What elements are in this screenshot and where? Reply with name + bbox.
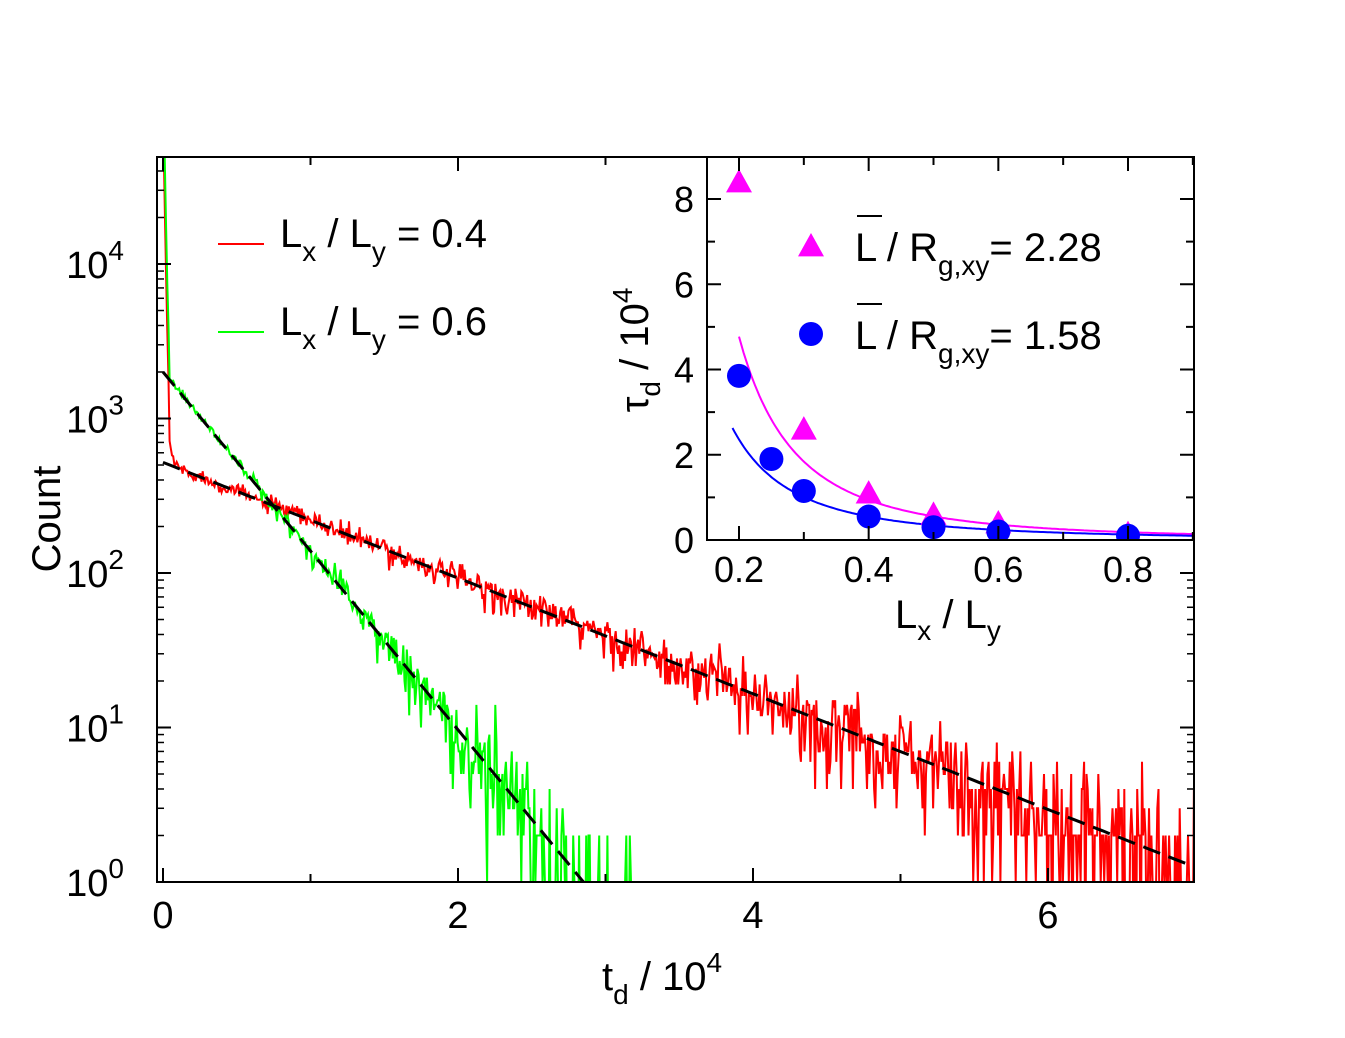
legend-sub-x: x xyxy=(302,236,316,267)
legend-sub-y: y xyxy=(372,236,386,267)
main-x-title-exp: 4 xyxy=(707,947,723,978)
inset-point-circle xyxy=(921,515,946,540)
legend-L: L xyxy=(855,314,876,358)
inset-x-axis-title: Lx / Ly xyxy=(895,593,1001,646)
main-series-red-line xyxy=(162,157,1194,882)
y-tick-exp: 2 xyxy=(108,544,124,575)
inset-y-tick-label: 6 xyxy=(674,264,694,305)
y-tick-base: 10 xyxy=(66,245,108,287)
legend-value: = 0.6 xyxy=(386,300,487,344)
inset-y-axis-title: τd / 104 xyxy=(607,288,666,413)
main-y-tick-label: 101 xyxy=(66,699,124,751)
y-tick-exp: 1 xyxy=(108,699,124,730)
legend-sub-x: x xyxy=(302,324,316,355)
inset-point-triangle xyxy=(855,480,882,504)
inset-y-title-e: 4 xyxy=(607,288,638,304)
inset-y-title-sa: d xyxy=(635,381,666,397)
inset-y-tick-label: 8 xyxy=(674,179,694,220)
inset-frame xyxy=(706,156,1195,541)
y-tick-base: 10 xyxy=(66,400,108,442)
legend-sub-y: y xyxy=(372,324,386,355)
inset-legend-marker-triangle xyxy=(798,233,824,257)
main-legend-label-1: Lx / Ly = 0.4 xyxy=(280,212,487,267)
legend-mid: / L xyxy=(316,212,372,256)
inset-x-tick-label: 0.2 xyxy=(714,549,764,590)
legend-R: / R xyxy=(876,226,938,270)
legend-L: L xyxy=(280,212,302,256)
inset-y-title-b: / 10 xyxy=(613,303,657,381)
inset-point-circle xyxy=(856,504,881,529)
inset-y-tick-label: 2 xyxy=(674,435,694,476)
inset-legend: L / Rg,xy= 2.28L / Rg,xy= 1.58 xyxy=(798,215,1102,369)
main-y-tick-label: 104 xyxy=(66,235,124,287)
main-x-axis-title: td / 104 xyxy=(602,947,722,1010)
inset-y-tick-label: 0 xyxy=(674,520,694,561)
inset-x-tick-label: 0.4 xyxy=(844,549,894,590)
y-tick-base: 10 xyxy=(66,863,108,905)
inset-x-tick-label: 0.8 xyxy=(1103,549,1153,590)
y-tick-base: 10 xyxy=(66,554,108,596)
main-fit-line-2 xyxy=(161,371,585,882)
inset-x-title-b: / L xyxy=(931,593,987,637)
legend-value: = 1.58 xyxy=(989,314,1101,358)
inset-x-tick-label: 0.6 xyxy=(973,549,1023,590)
inset-point-circle xyxy=(759,447,784,472)
legend-L: L xyxy=(280,300,302,344)
inset-y-title-a: τ xyxy=(613,396,657,412)
inset-point-triangle xyxy=(726,168,752,193)
main-y-tick-label: 102 xyxy=(66,544,124,596)
legend-sub: g,xy xyxy=(938,250,989,281)
legend-value: = 0.4 xyxy=(386,212,487,256)
main-y-axis-title: Count xyxy=(25,466,69,573)
inset-point-triangle xyxy=(790,416,817,440)
main-legend-label-2: Lx / Ly = 0.6 xyxy=(280,300,487,355)
y-tick-base: 10 xyxy=(66,709,108,751)
y-tick-exp: 4 xyxy=(108,235,124,266)
y-tick-exp: 0 xyxy=(108,853,124,884)
inset-legend-label-1: L / Rg,xy= 2.28 xyxy=(855,226,1102,281)
inset-legend-marker-circle xyxy=(799,322,823,346)
main-fit-line-1 xyxy=(162,460,1194,869)
main-x-tick-label: 6 xyxy=(1037,895,1058,937)
legend-sub: g,xy xyxy=(938,338,989,369)
y-tick-exp: 3 xyxy=(108,390,124,421)
main-x-tick-label: 4 xyxy=(742,895,763,937)
main-x-tick-label: 0 xyxy=(152,895,173,937)
main-x-title-sub: d xyxy=(613,979,629,1010)
inset-y-tick-label: 4 xyxy=(674,350,694,391)
inset-x-title-sb: y xyxy=(987,615,1001,646)
legend-R: / R xyxy=(876,314,938,358)
main-legend: Lx / Ly = 0.4Lx / Ly = 0.6 xyxy=(218,212,487,355)
inset-x-title-sa: x xyxy=(917,615,931,646)
main-series-green-line xyxy=(163,157,722,882)
inset-legend-label-2: L / Rg,xy= 1.58 xyxy=(855,314,1102,369)
main-y-tick-label: 103 xyxy=(66,390,124,442)
main-x-title-rest: / 10 xyxy=(629,955,707,999)
inset-point-circle xyxy=(791,478,816,503)
main-y-tick-label: 100 xyxy=(66,853,124,905)
main-x-tick-label: 2 xyxy=(447,895,468,937)
legend-mid: / L xyxy=(316,300,372,344)
inset-x-title-a: L xyxy=(895,593,917,637)
main-x-title-t: t xyxy=(602,955,613,999)
legend-value: = 2.28 xyxy=(989,226,1101,270)
legend-L: L xyxy=(855,226,876,270)
inset-point-circle xyxy=(727,363,751,388)
